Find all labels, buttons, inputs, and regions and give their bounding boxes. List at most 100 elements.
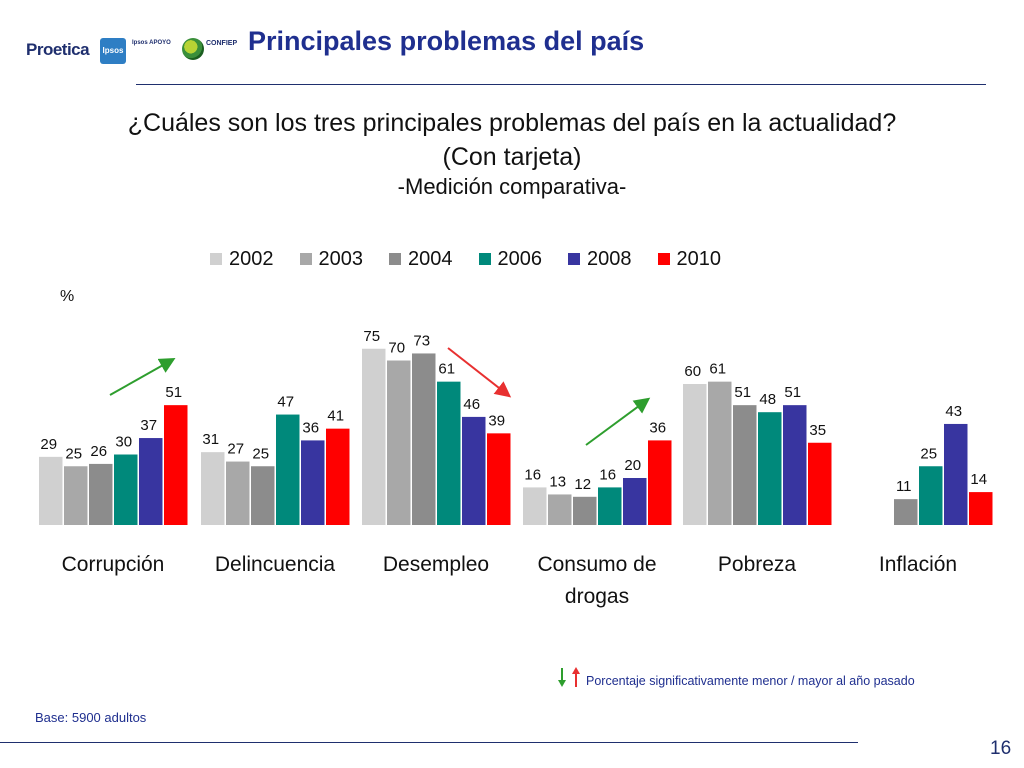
bar-2006: [919, 466, 943, 525]
legend-item-2003: 2003: [299, 247, 364, 271]
legend-swatch: [657, 253, 670, 265]
bar-2008: [139, 438, 163, 525]
data-label: 25: [65, 445, 82, 462]
logo-group: Proetica Ipsos Ipsos APOYO CONFIEP: [20, 28, 245, 76]
bar-2003: [708, 381, 732, 525]
data-label: 41: [327, 408, 344, 425]
data-label: 31: [202, 431, 219, 448]
bar-2003: [64, 466, 88, 525]
question-block: ¿Cuáles son los tres principales problem…: [0, 106, 1024, 174]
bar-2003: [226, 461, 250, 525]
bar-2010: [648, 440, 672, 525]
data-label: 36: [302, 419, 319, 436]
data-label: 47: [277, 394, 294, 411]
bar-2004: [894, 499, 918, 525]
data-label: 37: [140, 417, 157, 434]
legend-label: 2006: [497, 247, 543, 270]
bar-2010: [326, 428, 350, 525]
bar-2006: [437, 381, 461, 525]
category-label: Consumo de: [537, 553, 656, 576]
data-label: 29: [40, 436, 57, 453]
data-label: 16: [524, 466, 541, 483]
data-label: 51: [734, 384, 751, 401]
confiep-logo-text: CONFIEP: [206, 40, 238, 47]
data-label: 12: [574, 476, 591, 493]
significance-arrows-icon: [558, 667, 580, 687]
chart-subtitle: -Medición comparativa-: [397, 174, 627, 199]
data-label: 16: [599, 466, 616, 483]
trend-arrow-up: [109, 358, 176, 396]
legend-swatch: [568, 253, 580, 265]
legend-swatch: [478, 253, 491, 265]
bar-2004: [251, 466, 275, 525]
unit-label: %: [60, 288, 75, 305]
data-label: 46: [463, 396, 480, 413]
category-label: Delincuencia: [215, 553, 336, 576]
trend-arrow-up: [585, 397, 651, 446]
bar-2010: [487, 433, 511, 525]
category-label: Desempleo: [383, 553, 489, 576]
category-label: drogas: [565, 585, 629, 608]
bar-2003: [387, 360, 411, 525]
question-text: ¿Cuáles son los tres principales problem…: [127, 109, 897, 137]
base-note: Base: 5900 adultos: [35, 710, 147, 725]
data-label: 75: [363, 328, 380, 345]
data-label: 51: [784, 384, 801, 401]
bar-2010: [164, 405, 188, 525]
data-label: 73: [413, 332, 430, 349]
data-label: 30: [115, 434, 132, 451]
category-label: Inflación: [879, 553, 957, 576]
data-label: 25: [920, 445, 937, 462]
data-label: 39: [488, 412, 505, 429]
significance-note: Porcentaje significativamente menor / ma…: [586, 674, 915, 688]
data-label: 61: [709, 361, 726, 378]
bar-2008: [623, 478, 647, 525]
bar-2010: [808, 442, 832, 525]
bar-2003: [548, 494, 572, 525]
ipsos-apoyo-logo-text: Ipsos APOYO: [132, 40, 171, 46]
data-label: 48: [759, 391, 776, 408]
bar-2008: [944, 423, 968, 525]
proetica-logo: Proetica: [26, 40, 90, 59]
bar-2006: [114, 454, 138, 525]
bar-2002: [201, 452, 225, 525]
data-label: 14: [970, 471, 987, 488]
data-label: 13: [549, 473, 566, 490]
legend-label: 2003: [318, 247, 364, 270]
bar-2004: [89, 463, 113, 525]
data-label: 43: [945, 403, 962, 420]
data-label: 25: [252, 445, 269, 462]
data-label: 36: [649, 419, 666, 436]
legend-item-2008: 2008: [568, 248, 632, 271]
header-divider: [136, 84, 986, 85]
footer-divider: [0, 742, 858, 743]
category-label: Pobreza: [718, 553, 797, 576]
trend-arrow-down: [447, 347, 512, 398]
bar-2006: [276, 414, 300, 525]
legend-label: 2002: [229, 247, 274, 270]
page-number: 16: [990, 738, 1012, 759]
legend-item-2002: 2002: [210, 248, 274, 271]
data-label: 11: [896, 478, 912, 495]
legend-swatch: [210, 253, 222, 265]
data-label: 61: [438, 361, 455, 378]
data-label: 20: [624, 457, 641, 474]
bar-2008: [301, 440, 325, 525]
legend-label: 2004: [408, 247, 453, 270]
legend-swatch: [389, 253, 401, 265]
legend-swatch: [299, 253, 312, 265]
bar-2002: [362, 348, 386, 525]
bar-2010: [969, 492, 993, 525]
bar-2004: [733, 405, 757, 525]
chart-legend: 2002 2003 2004 2006 2008 2010: [210, 247, 747, 271]
data-label: 35: [809, 422, 826, 439]
data-label: 60: [684, 363, 701, 380]
data-label: 27: [227, 441, 244, 458]
legend-label: 2008: [587, 247, 632, 270]
data-label: 26: [90, 443, 107, 460]
bar-2002: [683, 384, 707, 525]
bar-2004: [573, 496, 597, 525]
bar-2008: [462, 416, 486, 525]
legend-item-2010: 2010: [657, 248, 721, 271]
question-note: (Con tarjeta): [442, 143, 582, 171]
